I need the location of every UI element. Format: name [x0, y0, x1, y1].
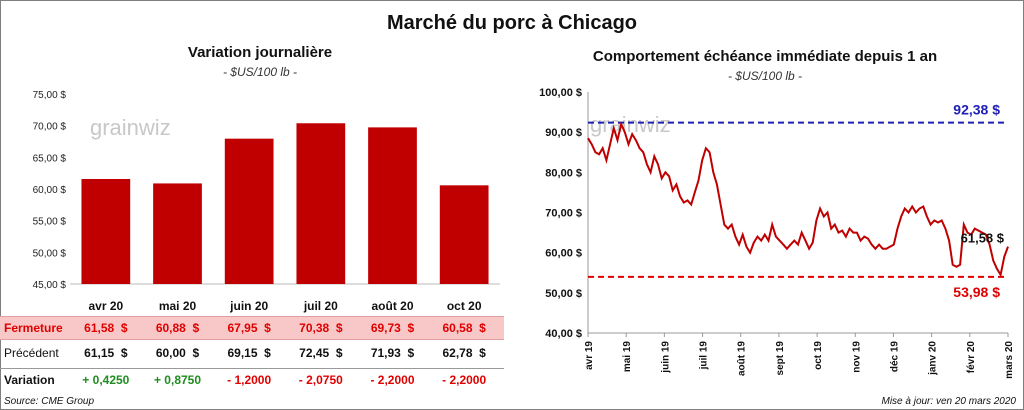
y-tick-label: 100,00 $: [539, 87, 582, 99]
left-chart-title: Variation journalière: [187, 44, 333, 61]
main-title: Marché du porc à Chicago: [386, 12, 638, 34]
x-tick-label: janv 20: [928, 341, 939, 376]
y-tick-label: 80,00 $: [545, 167, 582, 179]
update-note: Mise à jour: ven 20 mars 2020: [881, 396, 1016, 407]
x-tick-label: août 20: [371, 299, 413, 313]
table-cell: 60,88 $: [155, 321, 200, 335]
bar: [81, 178, 131, 284]
price-line: [587, 120, 1009, 278]
right-chart-title: Comportement échéance immédiate depuis 1…: [592, 48, 938, 65]
source-note: Source: CME Group: [4, 396, 95, 407]
bar: [224, 138, 274, 284]
x-tick-label: oct 20: [447, 299, 482, 313]
table-cell: 60,00 $: [155, 346, 200, 360]
bar: [368, 127, 417, 284]
table-cell: 71,93 $: [370, 346, 415, 360]
y-tick-label: 40,00 $: [545, 328, 582, 340]
table-row-variation: Variation + 0,4250 + 0,8750 - 1,2000 - 2,075…: [0, 368, 504, 391]
x-tick-label: juil 19: [699, 341, 710, 371]
table-row-precedent: Précédent 61,15 $ 60,00 $ 69,15 $ 72,45 $ 71,…: [0, 342, 504, 364]
watermark: grainwiz: [90, 115, 171, 140]
table-cell: 62,78 $: [442, 346, 486, 360]
row-label: Précédent: [4, 346, 59, 360]
x-tick-label: avr 20: [88, 299, 123, 313]
table-cell: - 2,0750: [298, 373, 343, 387]
last-value-label: 61,58 $: [961, 231, 1005, 246]
y-tick-label: 50,00 $: [545, 288, 582, 300]
table-cell: + 0,4250: [82, 373, 130, 387]
row-label: Fermeture: [4, 321, 63, 335]
line-chart: grainwiz 40,00 $ 50,00 $ 60,00 $ 70,00 $ 80,0…: [539, 87, 1015, 379]
y-tick-label: 60,00 $: [545, 248, 582, 260]
bar: [153, 183, 202, 284]
x-tick-label: mars 20: [1004, 341, 1015, 379]
row-label: Variation: [4, 373, 55, 387]
bar-chart: grainwiz 45,00 $ 50,00 $ 55,00 $ 60,00 $ 65,0…: [33, 90, 500, 313]
bar: [296, 123, 346, 284]
left-chart-subtitle: - $US/100 lb -: [222, 65, 298, 79]
x-tick-label: nov 19: [851, 341, 862, 373]
x-tick-label: août 19: [737, 341, 748, 376]
y-tick-label: 55,00 $: [33, 217, 67, 228]
watermark: grainwiz: [590, 112, 671, 137]
x-tick-label: juin 19: [660, 341, 671, 374]
x-tick-label: avr 19: [584, 341, 595, 370]
table-cell: 67,95 $: [227, 321, 271, 335]
table-cell: + 0,8750: [153, 373, 202, 387]
y-tick-label: 70,00 $: [33, 122, 67, 133]
x-tick-label: déc 19: [889, 341, 900, 373]
y-tick-label: 70,00 $: [545, 208, 582, 220]
x-tick-label: juil 20: [303, 299, 338, 313]
y-tick-label: 75,00 $: [33, 90, 67, 101]
right-chart-subtitle: - $US/100 lb -: [727, 69, 803, 83]
x-tick-label: oct 19: [813, 341, 824, 370]
table-cell: 69,15 $: [227, 346, 271, 360]
x-tick-label: mai 19: [622, 341, 633, 373]
high-reference-label: 92,38 $: [953, 102, 1000, 118]
low-reference-label: 53,98 $: [953, 284, 1000, 300]
table-cell: - 2,2000: [442, 373, 487, 387]
table-cell: 61,58 $: [84, 321, 128, 335]
y-tick-label: 50,00 $: [33, 248, 67, 259]
y-tick-label: 45,00 $: [33, 280, 67, 291]
table-cell: - 1,2000: [227, 373, 272, 387]
table-cell: 69,73 $: [370, 321, 415, 335]
bar: [439, 185, 489, 284]
table-cell: 60,58 $: [442, 321, 486, 335]
table-cell: 70,38 $: [299, 321, 343, 335]
y-tick-label: 65,00 $: [33, 153, 67, 164]
table-cell: 61,15 $: [84, 346, 128, 360]
x-tick-label: juin 20: [229, 299, 268, 313]
x-tick-label: mai 20: [159, 299, 197, 313]
table-row-fermeture: Fermeture 61,58 $ 60,88 $ 67,95 $ 70,38 $ 69,…: [0, 316, 504, 340]
table-cell: 72,45 $: [299, 346, 343, 360]
x-tick-label: sept 19: [775, 341, 786, 376]
table-cell: - 2,2000: [370, 373, 415, 387]
x-tick-label: févr 20: [966, 341, 977, 374]
y-tick-label: 90,00 $: [545, 127, 582, 139]
y-tick-label: 60,00 $: [33, 185, 67, 196]
